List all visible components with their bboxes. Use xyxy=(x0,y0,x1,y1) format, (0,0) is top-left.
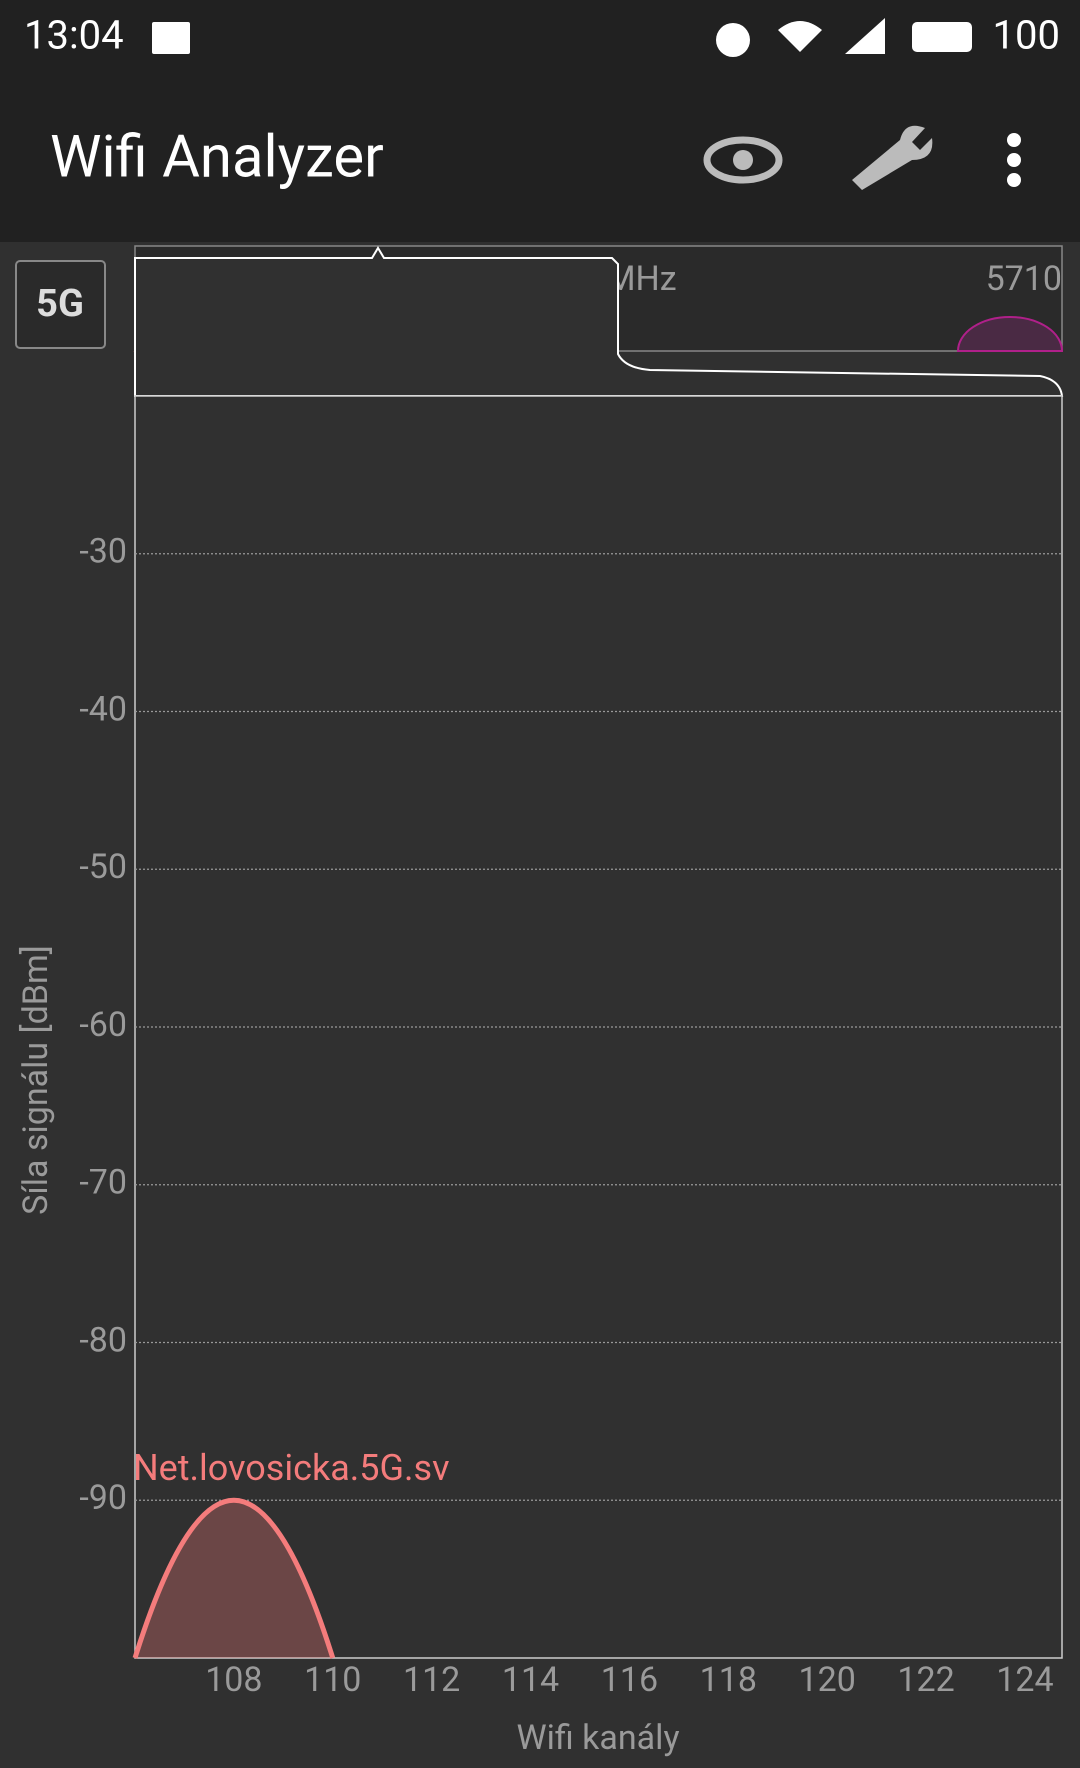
x-tick-label: 116 xyxy=(601,1660,658,1700)
x-tick-label: 110 xyxy=(304,1660,361,1700)
x-tick-label: 114 xyxy=(502,1660,559,1700)
x-tick-label: 108 xyxy=(205,1660,262,1700)
network-curve xyxy=(132,1497,336,1659)
x-tick-label: 122 xyxy=(897,1660,954,1700)
wifi-icon xyxy=(778,21,822,52)
x-tick-label: 120 xyxy=(798,1660,855,1700)
battery-level: 100 xyxy=(993,12,1060,59)
menu-button[interactable] xyxy=(1007,133,1021,187)
zoom-window xyxy=(134,246,1064,397)
battery-icon xyxy=(912,22,972,52)
band-button[interactable] xyxy=(15,260,106,349)
y-tick-label: -30 xyxy=(79,532,127,572)
view-pupil xyxy=(733,150,753,170)
y-tick-label: -90 xyxy=(79,1478,127,1518)
y-tick-label: -50 xyxy=(79,847,127,887)
y-tick-label: -60 xyxy=(79,1005,127,1045)
x-tick-label: 124 xyxy=(996,1660,1053,1700)
band-label: 5G xyxy=(36,282,84,326)
clock: 13:04 xyxy=(24,12,124,59)
freq-label: 5710 xyxy=(986,259,1062,299)
y-axis-label: Síla signálu [dBm] xyxy=(16,945,56,1215)
y-tick-label: -70 xyxy=(79,1163,127,1203)
network-label: Net.lovosicka.5G.sv xyxy=(133,1447,450,1489)
x-tick-label: 112 xyxy=(403,1660,460,1700)
x-axis-label: Wifi kanály xyxy=(516,1718,679,1758)
signal-icon xyxy=(845,18,885,54)
y-tick-label: -80 xyxy=(79,1320,127,1360)
y-tick-label: -40 xyxy=(79,689,127,729)
plot: -30 -40 -50 -60 -70 -80 -90 108 110 112 114 116 118 1… xyxy=(79,532,1062,1700)
alarm-icon xyxy=(716,23,750,57)
overview-network xyxy=(956,316,1064,352)
x-tick-label: 118 xyxy=(700,1660,757,1700)
view-button[interactable] xyxy=(703,136,783,184)
app-title: Wifi Analyzer xyxy=(50,123,384,191)
image-icon xyxy=(152,22,190,54)
settings-button[interactable] xyxy=(852,125,933,190)
